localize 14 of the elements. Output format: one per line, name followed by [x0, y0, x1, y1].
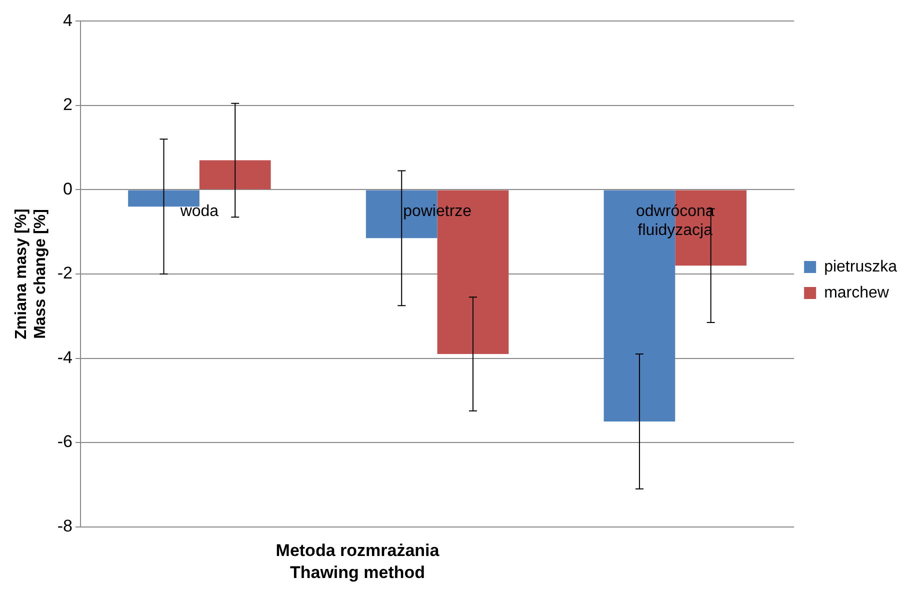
- y-tick-label: 0: [63, 179, 73, 198]
- y-tick-label: 2: [63, 95, 73, 114]
- y-tick-label: 4: [63, 10, 73, 30]
- y-tick-label: -4: [57, 348, 73, 367]
- x-axis-title: Metoda rozmrażania Thawing method: [274, 540, 440, 584]
- x-tick-label: woda: [179, 203, 219, 220]
- y-tick-label: -8: [57, 516, 73, 536]
- x-tick-label: odwrócona fluidyzacja: [636, 203, 714, 240]
- y-axis-title: Zmiana masy [%] Mass change [%]: [13, 208, 50, 340]
- legend-label: pietruszka: [824, 258, 898, 276]
- y-tick-label: -2: [57, 264, 73, 283]
- x-tick-label: powietrze: [403, 203, 472, 220]
- legend-label: marchew: [824, 284, 890, 302]
- y-tick-label: -6: [57, 432, 73, 452]
